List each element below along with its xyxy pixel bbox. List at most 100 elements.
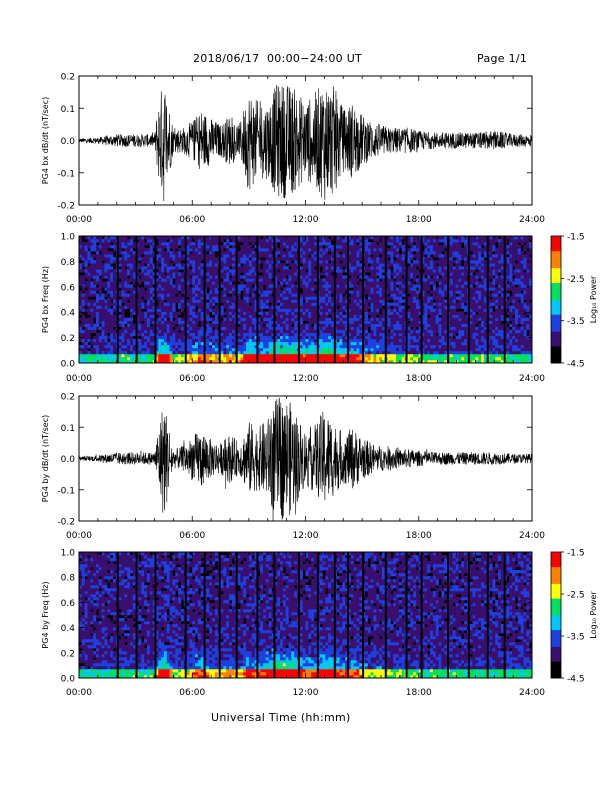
- heatmap-cell: [212, 242, 216, 246]
- heatmap-cell: [359, 299, 363, 303]
- heatmap-cell: [251, 308, 255, 312]
- heatmap-cell: [118, 257, 122, 261]
- heatmap-cell: [367, 335, 371, 340]
- heatmap-cell: [118, 356, 122, 361]
- heatmap-cell: [407, 275, 411, 279]
- heatmap-cell: [166, 254, 170, 258]
- heatmap-cell: [243, 287, 247, 291]
- heatmap-cell: [330, 284, 335, 288]
- heatmap-cell: [186, 350, 190, 355]
- heatmap-cell: [254, 347, 258, 352]
- heatmap-cell: [138, 350, 142, 355]
- heatmap-cell: [356, 236, 360, 240]
- heatmap-cell: [243, 320, 247, 324]
- heatmap-cell: [410, 281, 414, 285]
- heatmap-cell: [313, 341, 318, 346]
- heatmap-cell: [342, 269, 346, 273]
- heatmap-cell: [158, 314, 162, 318]
- heatmap-cell: [271, 239, 275, 243]
- heatmap-cell: [280, 329, 284, 334]
- heatmap-cell: [231, 311, 236, 315]
- heatmap-cell: [220, 299, 224, 303]
- heatmap-cell: [214, 317, 219, 321]
- heatmap-cell: [280, 356, 284, 361]
- heatmap-cell: [81, 314, 85, 318]
- heatmap-cell: [356, 353, 360, 358]
- heatmap-cell: [390, 251, 394, 255]
- heatmap-cell: [257, 242, 261, 246]
- page-number: Page 1/1: [477, 52, 528, 65]
- heatmap-cell: [146, 293, 151, 297]
- heatmap-cell: [430, 281, 434, 285]
- heatmap-cell: [237, 239, 241, 243]
- heatmap-cell: [257, 296, 261, 300]
- heatmap-cell: [328, 275, 332, 279]
- heatmap-cell: [212, 290, 216, 294]
- heatmap-cell: [280, 242, 284, 246]
- heatmap-cell: [322, 317, 326, 321]
- heatmap-cell: [95, 248, 100, 252]
- heatmap-cell: [308, 338, 312, 343]
- heatmap-cell: [271, 311, 275, 315]
- heatmap-cell: [432, 281, 437, 285]
- heatmap-cell: [226, 317, 230, 321]
- heatmap-cell: [376, 245, 380, 249]
- heatmap-cell: [87, 299, 91, 303]
- heatmap-cell: [271, 332, 275, 337]
- heatmap-cell: [288, 329, 292, 334]
- heatmap-cell: [260, 275, 264, 279]
- heatmap-cell: [364, 245, 369, 249]
- heatmap-cell: [220, 344, 224, 349]
- heatmap-cell: [313, 332, 318, 337]
- heatmap-cell: [155, 305, 159, 309]
- heatmap-cell: [240, 308, 244, 312]
- heatmap-cell: [291, 350, 295, 355]
- heatmap-cell: [345, 281, 349, 285]
- heatmap-cell: [127, 338, 131, 343]
- heatmap-cell: [393, 260, 397, 264]
- heatmap-cell: [172, 293, 176, 297]
- heatmap-cell: [248, 287, 253, 291]
- heatmap-cell: [254, 317, 258, 321]
- heatmap-cell: [101, 296, 105, 300]
- heatmap-cell: [328, 245, 332, 249]
- heatmap-cell: [212, 296, 216, 300]
- heatmap-cell: [138, 278, 142, 282]
- heatmap-cell: [121, 353, 125, 358]
- heatmap-cell: [121, 299, 125, 303]
- heatmap-cell: [421, 302, 425, 306]
- heatmap-cell: [415, 281, 420, 285]
- heatmap-cell: [396, 275, 400, 279]
- heatmap-cell: [240, 269, 244, 273]
- heatmap-cell: [288, 302, 292, 306]
- heatmap-cell: [277, 290, 281, 294]
- heatmap-cell: [342, 320, 346, 324]
- heatmap-cell: [291, 356, 295, 361]
- heatmap-cell: [390, 320, 394, 324]
- heatmap-cell: [93, 287, 97, 291]
- heatmap-cell: [166, 350, 170, 355]
- heatmap-cell: [158, 281, 162, 285]
- heatmap-cell: [299, 296, 303, 300]
- heatmap-cell: [223, 359, 227, 364]
- heatmap-cell: [110, 245, 114, 249]
- heatmap-cell: [376, 317, 380, 321]
- heatmap-cell: [330, 299, 335, 303]
- heatmap-cell: [237, 266, 241, 270]
- heatmap-cell: [118, 350, 122, 355]
- heatmap-cell: [79, 245, 83, 249]
- heatmap-cell: [229, 332, 233, 337]
- heatmap-cell: [432, 353, 437, 358]
- heatmap-cell: [118, 281, 122, 285]
- heatmap-cell: [393, 266, 397, 270]
- heatmap-cell: [421, 311, 425, 315]
- heatmap-cell: [146, 320, 151, 324]
- heatmap-cell: [430, 251, 434, 255]
- heatmap-cell: [200, 275, 204, 279]
- heatmap-cell: [407, 347, 411, 352]
- heatmap-cell: [364, 332, 369, 337]
- heatmap-cell: [319, 278, 323, 282]
- heatmap-cell: [311, 308, 315, 312]
- heatmap-cell: [353, 281, 357, 285]
- heatmap-cell: [257, 311, 261, 315]
